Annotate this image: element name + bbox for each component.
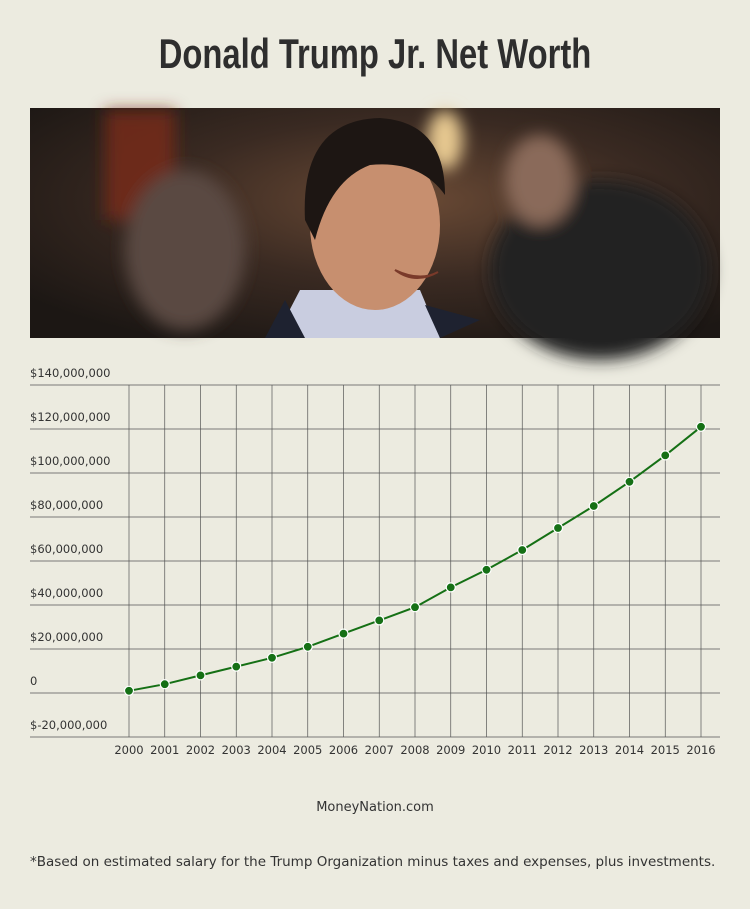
point <box>588 500 599 512</box>
point <box>123 685 135 696</box>
x-tick-label: 2014 <box>615 743 644 757</box>
x-tick-label: 2016 <box>686 743 715 757</box>
point <box>552 522 564 534</box>
x-tick-label: 2009 <box>436 743 465 757</box>
x-tick-label: 2010 <box>472 743 501 757</box>
y-tick-label: $140,000,000 <box>30 366 110 380</box>
point <box>517 544 528 556</box>
x-tick-label: 2004 <box>257 743 286 757</box>
photo <box>30 108 720 360</box>
point <box>481 564 492 575</box>
chart-title: Donald Trump Jr. Net Worth <box>159 30 592 77</box>
x-tick-label: 2002 <box>186 743 215 757</box>
point <box>695 421 707 432</box>
footnote: *Based on estimated salary for the Trump… <box>30 854 715 870</box>
x-tick-label: 2001 <box>150 743 179 757</box>
x-tick-label: 2008 <box>400 743 429 757</box>
x-tick-label: 2015 <box>651 743 680 757</box>
y-tick-label: $-20,000,000 <box>30 718 107 732</box>
x-tick-label: 2003 <box>222 743 251 757</box>
x-tick-label: 2012 <box>543 743 572 757</box>
point <box>195 670 206 681</box>
point <box>374 615 385 626</box>
x-tick-label: 2000 <box>114 743 143 757</box>
x-tick-label: 2007 <box>365 743 394 757</box>
x-tick-label: 2005 <box>293 743 322 757</box>
y-tick-label: $20,000,000 <box>30 630 103 644</box>
y-tick-label: $120,000,000 <box>30 410 110 424</box>
point <box>660 450 671 461</box>
y-tick-label: 0 <box>30 674 37 688</box>
point <box>445 582 456 593</box>
point <box>338 628 349 639</box>
source: MoneyNation.com <box>316 800 434 815</box>
y-tick-label: $100,000,000 <box>30 454 110 468</box>
x-tick-label: 2006 <box>329 743 358 757</box>
y-tick-label: $60,000,000 <box>30 542 103 556</box>
y-tick-label: $40,000,000 <box>30 586 103 600</box>
point <box>266 652 278 663</box>
x-tick-label: 2013 <box>579 743 608 757</box>
point <box>231 661 242 672</box>
point <box>624 476 635 487</box>
point <box>159 679 170 690</box>
point <box>302 641 313 652</box>
point <box>409 602 421 613</box>
y-tick-label: $80,000,000 <box>30 498 103 512</box>
x-tick-label: 2011 <box>508 743 537 757</box>
